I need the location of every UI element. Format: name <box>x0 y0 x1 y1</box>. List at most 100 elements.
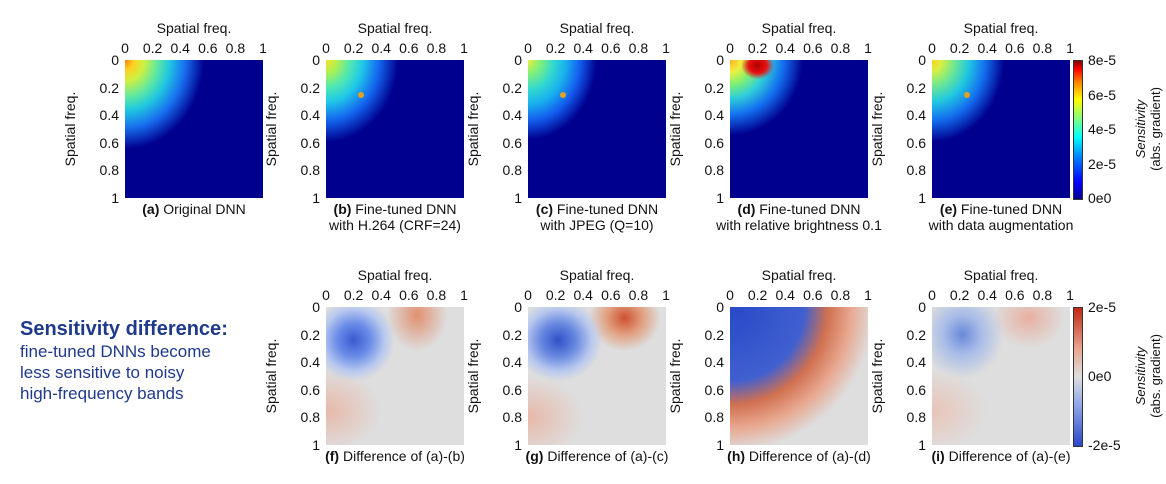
x-tick-f-2: 0.4 <box>371 287 391 303</box>
caption-e: (e) Fine-tuned DNN with data augmentation <box>901 201 1101 233</box>
x-tick-g-0: 0 <box>524 287 532 303</box>
x-tick-d-4: 0.8 <box>830 40 851 56</box>
x-tick-e-4: 0.8 <box>1032 40 1053 56</box>
heatmap-c <box>528 60 666 198</box>
colorbar-sensitivity-tick-1: 6e-5 <box>1088 86 1117 103</box>
y-tick-i-1: 0.2 <box>906 326 926 343</box>
y-tick-c-1: 0.2 <box>502 79 522 96</box>
y-tick-e-5: 1 <box>918 190 926 206</box>
y-tick-b-2: 0.4 <box>300 107 320 124</box>
x-tick-h-1: 0.2 <box>747 287 768 303</box>
caption-line2-e: with data augmentation <box>928 217 1074 233</box>
y-tick-e-1: 0.2 <box>906 79 926 96</box>
x-tick-h-2: 0.4 <box>775 287 795 303</box>
y-axis-title-c: Spatial freq. <box>465 91 481 167</box>
note-line-1: fine-tuned DNNs become <box>20 342 211 361</box>
y-tick-a-1: 0.2 <box>99 79 119 96</box>
colorbar-sensitivity-tick-4: 0e0 <box>1088 190 1112 206</box>
colorbar-sensitivity-tick-0: 8e-5 <box>1088 52 1117 68</box>
y-axis-title-a: Spatial freq. <box>62 91 78 167</box>
x-tick-h-0: 0 <box>726 287 734 303</box>
x-tick-i-5: 1 <box>1066 287 1074 303</box>
caption-tag-g: (g) <box>525 448 544 464</box>
note-line-3: high-frequency bands <box>20 384 184 403</box>
y-tick-c-2: 0.4 <box>502 107 522 124</box>
x-tick-g-5: 1 <box>662 287 670 303</box>
heatmap-h <box>730 307 868 445</box>
y-tick-a-4: 0.8 <box>99 162 119 179</box>
y-tick-f-4: 0.8 <box>300 409 320 426</box>
y-tick-d-0: 0 <box>716 52 724 68</box>
heatmap-d <box>730 60 868 198</box>
annotation-note: Sensitivity difference: fine-tuned DNNs … <box>20 318 280 404</box>
caption-d: (d) Fine-tuned DNN with relative brightne… <box>699 201 899 233</box>
x-tick-a-5: 1 <box>259 40 267 56</box>
caption-text-b: Fine-tuned DNN <box>351 201 457 217</box>
y-tick-f-1: 0.2 <box>300 326 320 343</box>
colorbar-sensitivity-title-main: Sensitivity <box>1133 99 1148 159</box>
x-axis-title-c: Spatial freq. <box>559 20 635 36</box>
note-heading-colon: : <box>221 318 228 340</box>
heatmap-fill-b <box>326 60 464 198</box>
x-tick-c-3: 0.6 <box>601 40 621 56</box>
x-tick-a-0: 0 <box>121 40 129 56</box>
heatmap-f <box>326 307 464 445</box>
caption-a: (a) Original DNN <box>94 201 294 217</box>
y-tick-g-3: 0.6 <box>502 381 522 398</box>
colorbar-sensitivity-tick-3: 2e-5 <box>1088 155 1117 172</box>
caption-tag-a: (a) <box>142 201 160 217</box>
y-axis-title-e: Spatial freq. <box>869 91 885 167</box>
y-tick-b-1: 0.2 <box>300 79 320 96</box>
x-axis-title-a: Spatial freq. <box>156 20 232 36</box>
x-tick-c-4: 0.8 <box>628 40 649 56</box>
y-tick-c-4: 0.8 <box>502 162 522 179</box>
caption-tag-e: (e) <box>939 201 958 217</box>
heatmap-fill-i <box>932 307 1070 445</box>
x-axis-title-i: Spatial freq. <box>963 267 1039 283</box>
x-tick-e-2: 0.4 <box>977 40 997 56</box>
y-tick-d-3: 0.6 <box>704 134 724 151</box>
x-tick-d-5: 1 <box>864 40 872 56</box>
caption-i: (i) Difference of (a)-(e) <box>901 448 1101 464</box>
x-tick-c-1: 0.2 <box>545 40 566 56</box>
x-tick-d-0: 0 <box>726 40 734 56</box>
y-tick-h-0: 0 <box>716 299 724 315</box>
heatmap-b <box>326 60 464 198</box>
x-tick-i-4: 0.8 <box>1032 287 1053 303</box>
heatmap-g <box>528 307 666 445</box>
y-tick-g-4: 0.8 <box>502 409 522 426</box>
x-tick-i-0: 0 <box>928 287 936 303</box>
y-tick-h-2: 0.4 <box>704 354 724 371</box>
y-tick-e-0: 0 <box>918 52 926 68</box>
x-axis-title-b: Spatial freq. <box>357 20 433 36</box>
x-tick-g-4: 0.8 <box>628 287 649 303</box>
y-tick-h-1: 0.2 <box>704 326 724 343</box>
y-tick-f-0: 0 <box>312 299 320 315</box>
colorbar-difference-tick-0: 2e-5 <box>1088 299 1117 315</box>
y-tick-i-0: 0 <box>918 299 926 315</box>
x-tick-b-3: 0.6 <box>399 40 419 56</box>
y-axis-title-g: Spatial freq. <box>465 338 481 414</box>
y-tick-h-4: 0.8 <box>704 409 724 426</box>
x-tick-e-3: 0.6 <box>1005 40 1025 56</box>
y-axis-title-d: Spatial freq. <box>667 91 683 167</box>
x-tick-e-1: 0.2 <box>949 40 970 56</box>
y-tick-e-3: 0.6 <box>906 134 926 151</box>
y-tick-f-3: 0.6 <box>300 381 320 398</box>
y-tick-g-5: 1 <box>514 437 522 453</box>
x-tick-a-1: 0.2 <box>142 40 163 56</box>
heatmap-fill-f <box>326 307 464 445</box>
y-tick-h-3: 0.6 <box>704 381 724 398</box>
y-tick-a-3: 0.6 <box>99 134 119 151</box>
y-tick-c-5: 1 <box>514 190 522 206</box>
x-tick-f-0: 0 <box>322 287 330 303</box>
caption-g: (g) Difference of (a)-(c) <box>497 448 697 464</box>
y-tick-c-3: 0.6 <box>502 134 522 151</box>
caption-text-a: Original DNN <box>159 201 246 217</box>
heatmap-fill-d <box>730 60 868 198</box>
x-tick-b-1: 0.2 <box>343 40 364 56</box>
x-tick-d-1: 0.2 <box>747 40 768 56</box>
x-tick-c-5: 1 <box>662 40 670 56</box>
x-tick-c-2: 0.4 <box>573 40 593 56</box>
y-tick-e-2: 0.4 <box>906 107 926 124</box>
